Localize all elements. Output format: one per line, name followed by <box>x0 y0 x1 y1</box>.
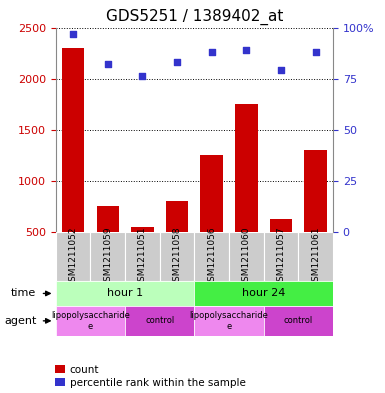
Text: GSM1211061: GSM1211061 <box>311 226 320 287</box>
Point <box>174 59 180 65</box>
Bar <box>56 231 90 281</box>
Text: hour 24: hour 24 <box>242 288 285 298</box>
Text: GSM1211057: GSM1211057 <box>276 226 286 287</box>
Text: GSM1211052: GSM1211052 <box>69 226 78 286</box>
Bar <box>97 206 119 283</box>
Bar <box>270 219 292 283</box>
Text: control: control <box>145 316 174 325</box>
Bar <box>194 281 333 306</box>
Bar <box>56 281 194 306</box>
Text: agent: agent <box>4 316 37 326</box>
Text: GSM1211059: GSM1211059 <box>103 226 112 287</box>
Point <box>313 49 319 55</box>
Bar <box>125 306 194 336</box>
Bar <box>305 150 327 283</box>
Text: control: control <box>284 316 313 325</box>
Bar <box>229 231 264 281</box>
Bar <box>131 226 154 283</box>
Bar <box>264 231 298 281</box>
Bar <box>194 306 264 336</box>
Point <box>243 47 249 53</box>
Text: lipopolysaccharide
e: lipopolysaccharide e <box>190 311 268 331</box>
Bar <box>125 231 160 281</box>
Bar <box>264 306 333 336</box>
Text: GSM1211051: GSM1211051 <box>138 226 147 287</box>
Title: GDS5251 / 1389402_at: GDS5251 / 1389402_at <box>106 9 283 25</box>
Text: GSM1211056: GSM1211056 <box>207 226 216 287</box>
Bar <box>160 231 194 281</box>
Point <box>139 73 146 80</box>
Bar <box>201 155 223 283</box>
Bar <box>90 231 125 281</box>
Text: lipopolysaccharide
e: lipopolysaccharide e <box>51 311 130 331</box>
Legend: count, percentile rank within the sample: count, percentile rank within the sample <box>55 365 246 388</box>
Bar <box>62 48 84 283</box>
Bar <box>166 201 188 283</box>
Point <box>70 31 76 37</box>
Bar <box>235 104 258 283</box>
Text: GSM1211058: GSM1211058 <box>172 226 182 287</box>
Bar <box>298 231 333 281</box>
Text: GSM1211060: GSM1211060 <box>242 226 251 287</box>
Text: hour 1: hour 1 <box>107 288 143 298</box>
Point <box>209 49 215 55</box>
Point <box>105 61 111 67</box>
Point <box>278 67 284 73</box>
Text: time: time <box>11 288 37 298</box>
Bar <box>56 306 125 336</box>
Bar <box>194 231 229 281</box>
